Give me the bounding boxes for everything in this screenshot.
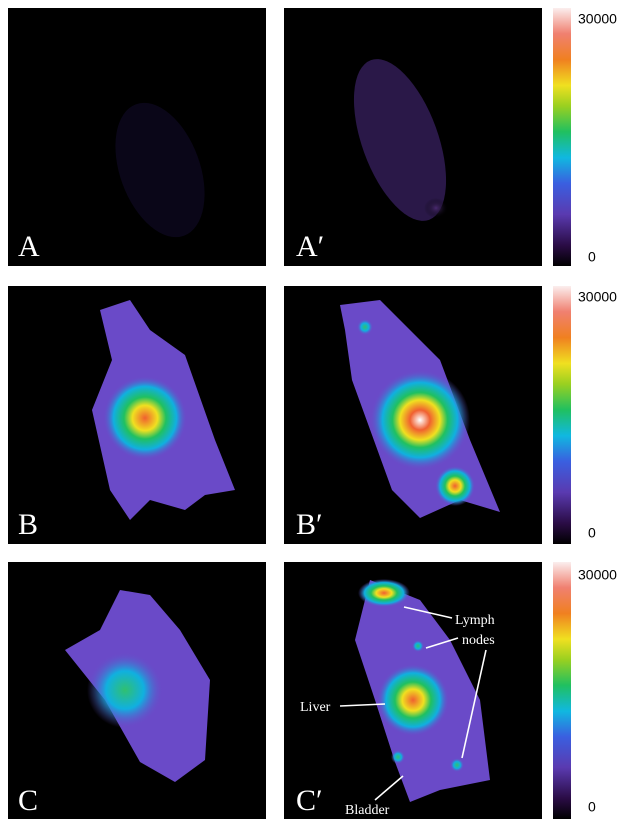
signal (450, 758, 464, 772)
signal (424, 198, 448, 218)
colorbar-min: 0 (588, 799, 596, 815)
annotation: Liver (300, 700, 331, 715)
figure: A A′ B B′ C C′ Lymph nodes Liver Bladder… (0, 0, 638, 819)
colorbar-min: 0 (588, 525, 596, 541)
annotation: Bladder (345, 803, 390, 818)
panel-label: B (18, 508, 38, 541)
colorbar (553, 562, 571, 819)
signal (357, 319, 373, 335)
signal (103, 376, 187, 460)
signal (370, 370, 470, 470)
signal (377, 664, 449, 736)
signal (358, 579, 410, 607)
signal (391, 750, 405, 764)
colorbar-max: 30000 (578, 289, 617, 305)
signal (87, 652, 163, 728)
panel-label: B′ (296, 508, 323, 541)
page: {"panels": [{"label": "A"}, {"label": "A… (0, 0, 638, 819)
colorbar-max: 30000 (578, 11, 617, 27)
annotation: nodes (462, 633, 495, 648)
panel-label: C (18, 784, 38, 817)
panel-label: A′ (296, 230, 324, 263)
colorbar-min: 0 (588, 249, 596, 265)
colorbar (553, 286, 571, 544)
panel-label: C′ (296, 784, 323, 817)
colorbar-max: 30000 (578, 567, 617, 583)
signal (412, 640, 424, 652)
signal (435, 466, 475, 506)
panel-label: A (18, 230, 40, 263)
colorbar (553, 8, 571, 266)
annotation: Lymph (455, 613, 495, 628)
